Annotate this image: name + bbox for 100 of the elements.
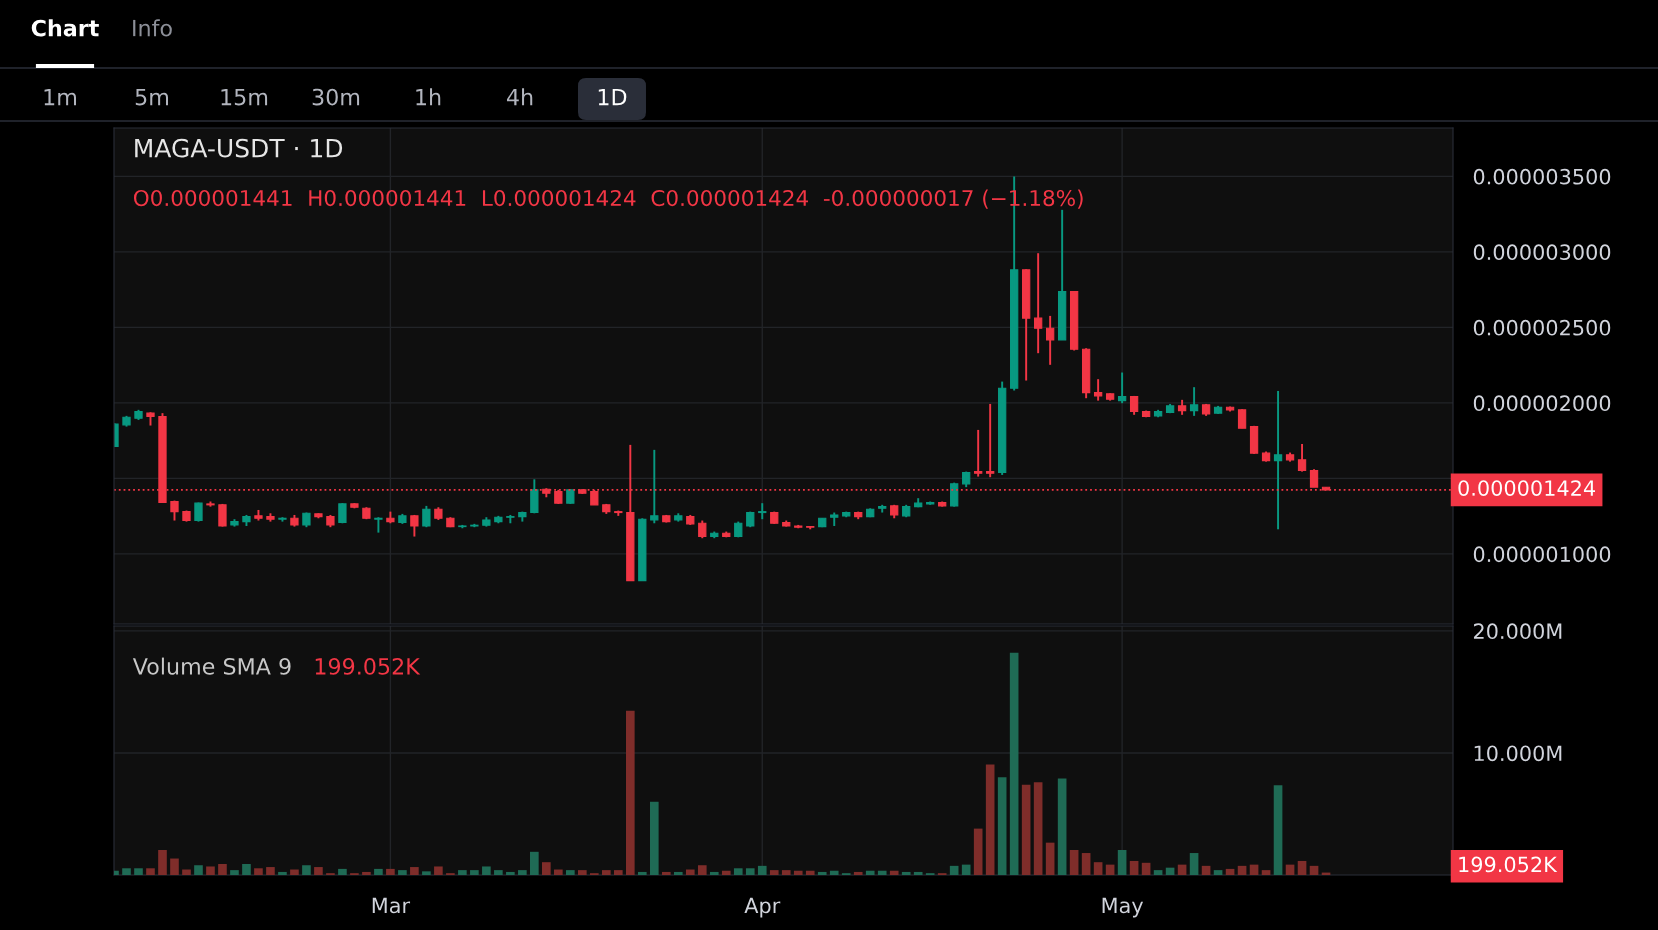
bar	[889, 870, 899, 875]
text: 1D	[598, 88, 627, 106]
bar	[338, 868, 347, 875]
chart-title: MAGA-USDT · 1D	[135, 138, 343, 158]
bar	[422, 871, 431, 875]
bar	[1213, 870, 1223, 875]
text: Info	[133, 19, 172, 37]
bar	[1141, 862, 1151, 875]
bar	[637, 871, 647, 875]
bar	[817, 871, 827, 875]
bar	[554, 869, 563, 875]
candlestick	[674, 512, 683, 523]
bar	[697, 865, 707, 875]
text: 4h	[506, 88, 533, 106]
bar	[793, 870, 803, 875]
bar	[302, 865, 311, 875]
bar	[470, 870, 479, 875]
bar	[901, 871, 911, 875]
y-tick-label: 0.000003500	[1473, 168, 1611, 185]
bar	[434, 866, 443, 875]
candlestick	[254, 509, 263, 522]
text: 1h	[416, 88, 441, 106]
bar	[1033, 782, 1043, 875]
bar	[613, 870, 623, 875]
bar	[961, 864, 971, 875]
ref-line-label: 0.000001424	[1458, 480, 1596, 496]
text: 30m	[312, 88, 360, 106]
bar	[1069, 849, 1079, 875]
bar	[458, 870, 467, 875]
bar	[1117, 849, 1127, 875]
bar	[410, 867, 419, 875]
bar	[278, 871, 287, 875]
candlestick	[230, 518, 239, 528]
bar	[781, 870, 791, 875]
bar	[314, 867, 323, 875]
bar	[1273, 785, 1283, 875]
bar	[218, 864, 227, 875]
bar	[1129, 860, 1139, 875]
bar	[482, 866, 491, 875]
bar	[721, 870, 731, 875]
bar	[985, 764, 995, 875]
bar	[506, 871, 515, 875]
bar	[1093, 862, 1103, 875]
candlestick	[482, 516, 491, 528]
bar	[530, 851, 539, 875]
bar	[206, 866, 215, 875]
bar	[1057, 778, 1067, 875]
candlestick	[314, 512, 323, 520]
bar	[230, 870, 239, 875]
y-tick-label: 10.000M	[1474, 745, 1562, 762]
bar	[829, 870, 839, 875]
bar	[542, 862, 551, 875]
text: 199.052K	[1459, 856, 1558, 873]
bar	[1297, 860, 1307, 875]
bar	[242, 864, 251, 875]
bar	[254, 868, 263, 875]
x-tick-label: May	[1102, 897, 1144, 918]
bar	[266, 867, 275, 875]
bar	[673, 871, 683, 875]
bar	[997, 777, 1007, 875]
bar	[1045, 842, 1055, 875]
bar	[949, 865, 959, 875]
candlestick	[350, 502, 359, 510]
bar	[374, 868, 383, 875]
x-tick-label: Mar	[372, 897, 411, 914]
bar	[625, 710, 635, 875]
bar	[1201, 865, 1211, 875]
bar	[865, 870, 875, 875]
bar	[649, 801, 659, 875]
text: 199.052K	[315, 657, 421, 675]
y-tick-label: 0.000002500	[1473, 319, 1611, 336]
text: Volume SMA 9	[132, 657, 291, 675]
text: 5m	[135, 88, 169, 106]
bar	[913, 871, 923, 875]
bar	[158, 849, 167, 875]
bar	[769, 870, 779, 875]
bar	[1153, 870, 1163, 875]
bar	[1009, 652, 1019, 875]
bar	[386, 868, 395, 875]
bar	[578, 870, 587, 875]
bar	[877, 870, 887, 875]
bar	[566, 870, 575, 875]
text: 1m	[44, 88, 77, 106]
candlestick	[410, 513, 419, 538]
bar	[733, 868, 743, 875]
y-tick-label: 20.000M	[1473, 623, 1562, 640]
bar	[1189, 853, 1199, 875]
bar	[1225, 868, 1235, 875]
bar	[182, 869, 191, 875]
x-tick-label: Apr	[744, 897, 781, 918]
candlestick	[794, 523, 803, 530]
y-tick-label: 0.000003000	[1473, 244, 1611, 261]
y-tick-label: 0.000001000	[1473, 546, 1611, 563]
bar	[853, 871, 863, 875]
bar	[709, 871, 719, 875]
candlestick	[686, 513, 695, 526]
bar	[1021, 784, 1031, 875]
bar	[661, 871, 671, 875]
candlestick	[326, 513, 335, 529]
y-tick-label: 0.000002000	[1473, 395, 1611, 412]
